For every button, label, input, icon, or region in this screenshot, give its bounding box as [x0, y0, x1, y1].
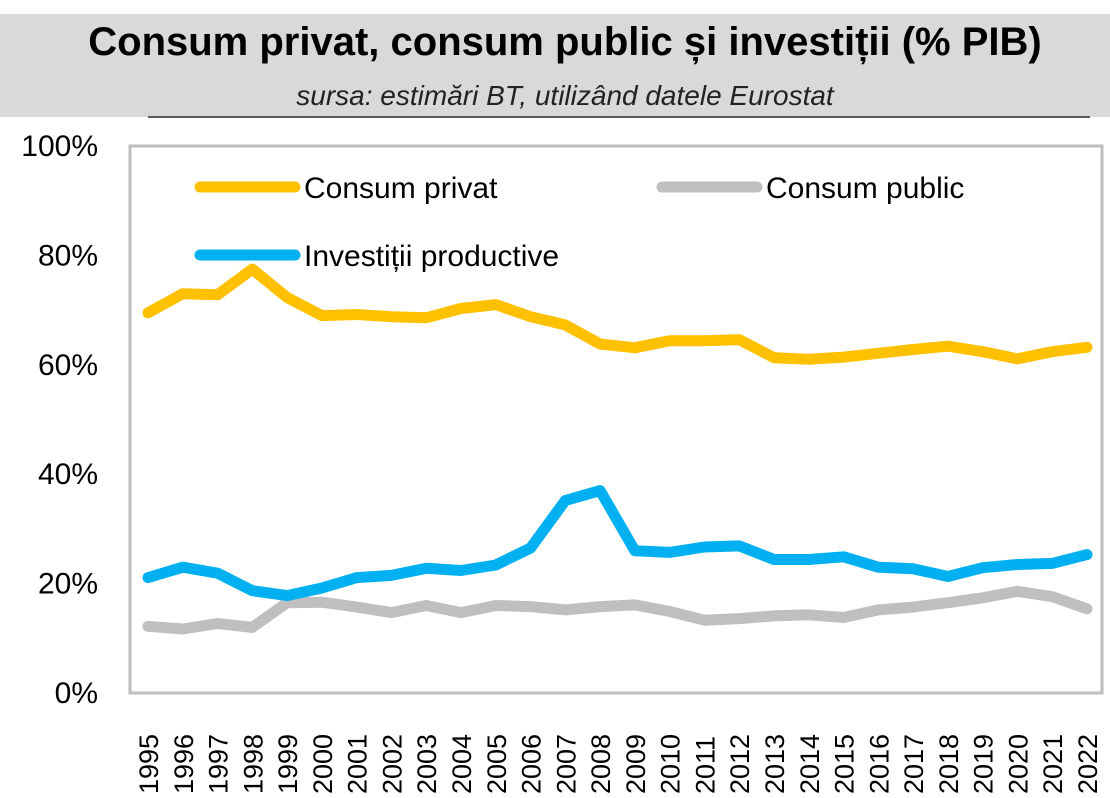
x-tick-label: 2021	[1038, 734, 1068, 794]
x-tick-label: 1995	[134, 734, 164, 794]
series-line	[142, 263, 1093, 365]
y-tick-label: 0%	[55, 677, 98, 710]
legend-label: Consum public	[766, 172, 964, 205]
x-tick-label: 2010	[656, 734, 686, 794]
x-tick-label: 2000	[308, 734, 338, 794]
x-tick-label: 2002	[377, 734, 407, 794]
x-tick-label: 2007	[551, 734, 581, 794]
x-tick-label: 2012	[725, 734, 755, 794]
x-tick-label: 2009	[621, 734, 651, 794]
y-tick-label: 40%	[38, 458, 98, 491]
x-tick-label: 1996	[169, 734, 199, 794]
x-tick-label: 1998	[238, 734, 268, 794]
y-tick-label: 20%	[38, 568, 98, 601]
chart-title: Consum privat, consum public și investiț…	[88, 20, 1042, 64]
plot-area-border	[128, 144, 1104, 695]
y-tick-label: 60%	[38, 349, 98, 382]
series-line	[142, 585, 1093, 635]
x-tick-label: 2013	[760, 734, 790, 794]
x-tick-label: 2005	[482, 734, 512, 794]
x-tick-label: 2001	[343, 734, 373, 794]
x-tick-label: 2018	[934, 734, 964, 794]
x-tick-label: 2020	[1003, 734, 1033, 794]
x-tick-label: 2017	[899, 734, 929, 794]
x-tick-label: 1997	[204, 734, 234, 794]
x-tick-label: 2022	[1073, 734, 1103, 794]
x-tick-label: 2004	[447, 734, 477, 794]
x-tick-label: 2014	[795, 734, 825, 794]
x-tick-label: 2008	[586, 734, 616, 794]
subtitle-divider	[148, 116, 1090, 118]
x-tick-label: 2003	[412, 734, 442, 794]
x-tick-label: 2019	[969, 734, 999, 794]
x-tick-label: 2011	[690, 736, 720, 794]
legend-label: Consum privat	[304, 172, 498, 205]
title-band	[0, 14, 1110, 117]
y-tick-label: 100%	[21, 130, 98, 163]
x-tick-label: 1999	[273, 734, 303, 794]
series-line	[142, 485, 1093, 602]
y-tick-label: 80%	[38, 239, 98, 272]
x-tick-label: 2006	[517, 734, 547, 794]
chart-subtitle: sursa: estimări BT, utilizând datele Eur…	[296, 80, 834, 111]
x-tick-label: 2016	[864, 734, 894, 794]
x-tick-label: 2015	[830, 734, 860, 794]
legend-label: Investiții productive	[304, 240, 559, 273]
